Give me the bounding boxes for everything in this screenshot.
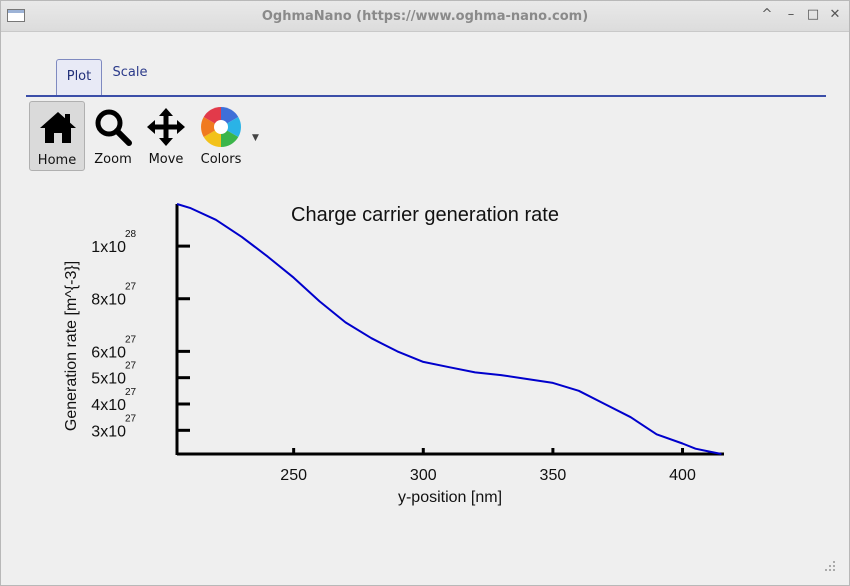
x-tick-label: 250: [280, 467, 307, 484]
move-arrows-icon: [147, 108, 185, 146]
x-tick-label: 300: [410, 467, 437, 484]
tab-plot[interactable]: Plot: [56, 59, 102, 95]
maximize-button[interactable]: □: [806, 7, 820, 22]
y-axis-label: Generation rate [m^{-3}]: [63, 261, 80, 431]
generation-rate-chart: Charge carrier generation rate y-positio…: [63, 203, 724, 506]
resize-grip[interactable]: [825, 561, 835, 571]
x-tick-label: 350: [540, 467, 567, 484]
y-tick-exponent: 28: [125, 229, 137, 240]
colors-button[interactable]: Colors: [193, 101, 249, 171]
y-tick-exponent: 27: [125, 413, 137, 424]
colors-dropdown-icon[interactable]: ▼: [252, 133, 259, 143]
window-title: OghmaNano (https://www.oghma-nano.com): [261, 9, 589, 24]
x-axis-label: y-position [nm]: [398, 489, 502, 506]
y-tick-exponent: 27: [125, 361, 137, 372]
y-tick-label: 8x10: [91, 292, 126, 309]
zoom-button[interactable]: Zoom: [85, 101, 141, 171]
home-label: Home: [37, 153, 77, 168]
y-tick-label: 4x10: [91, 397, 126, 414]
tab-scale[interactable]: Scale: [112, 65, 148, 80]
home-icon: [40, 112, 76, 143]
move-label: Move: [148, 152, 184, 167]
close-button[interactable]: ✕: [829, 7, 841, 22]
y-tick-exponent: 27: [125, 334, 137, 345]
title-bar[interactable]: OghmaNano (https://www.oghma-nano.com) ^…: [1, 1, 849, 32]
axes: 250 300 350 4003x10274x10275x10276x10278x10…: [91, 204, 724, 484]
move-button[interactable]: Move: [138, 101, 194, 171]
zoom-label: Zoom: [94, 152, 132, 167]
colors-label: Colors: [200, 152, 242, 167]
tab-divider: [26, 95, 826, 97]
magnifier-icon: [95, 109, 132, 146]
y-tick-label: 5x10: [91, 371, 126, 388]
minimize-button[interactable]: –: [787, 7, 795, 22]
y-tick-exponent: 27: [125, 282, 137, 293]
y-tick-label: 6x10: [91, 344, 126, 361]
tab-bar: Plot Scale: [1, 59, 849, 97]
y-tick-exponent: 27: [125, 387, 137, 398]
y-tick-label: 3x10: [91, 423, 126, 440]
home-button[interactable]: Home: [29, 101, 85, 171]
x-tick-label: 400: [669, 467, 696, 484]
y-tick-label: 1x10: [91, 239, 126, 256]
color-wheel-icon: [201, 107, 241, 147]
shade-button[interactable]: ^: [761, 7, 773, 22]
series-layer: [176, 203, 722, 455]
chart-title: Charge carrier generation rate: [291, 204, 559, 226]
app-icon: [7, 9, 25, 22]
series-line-0: [176, 203, 722, 455]
